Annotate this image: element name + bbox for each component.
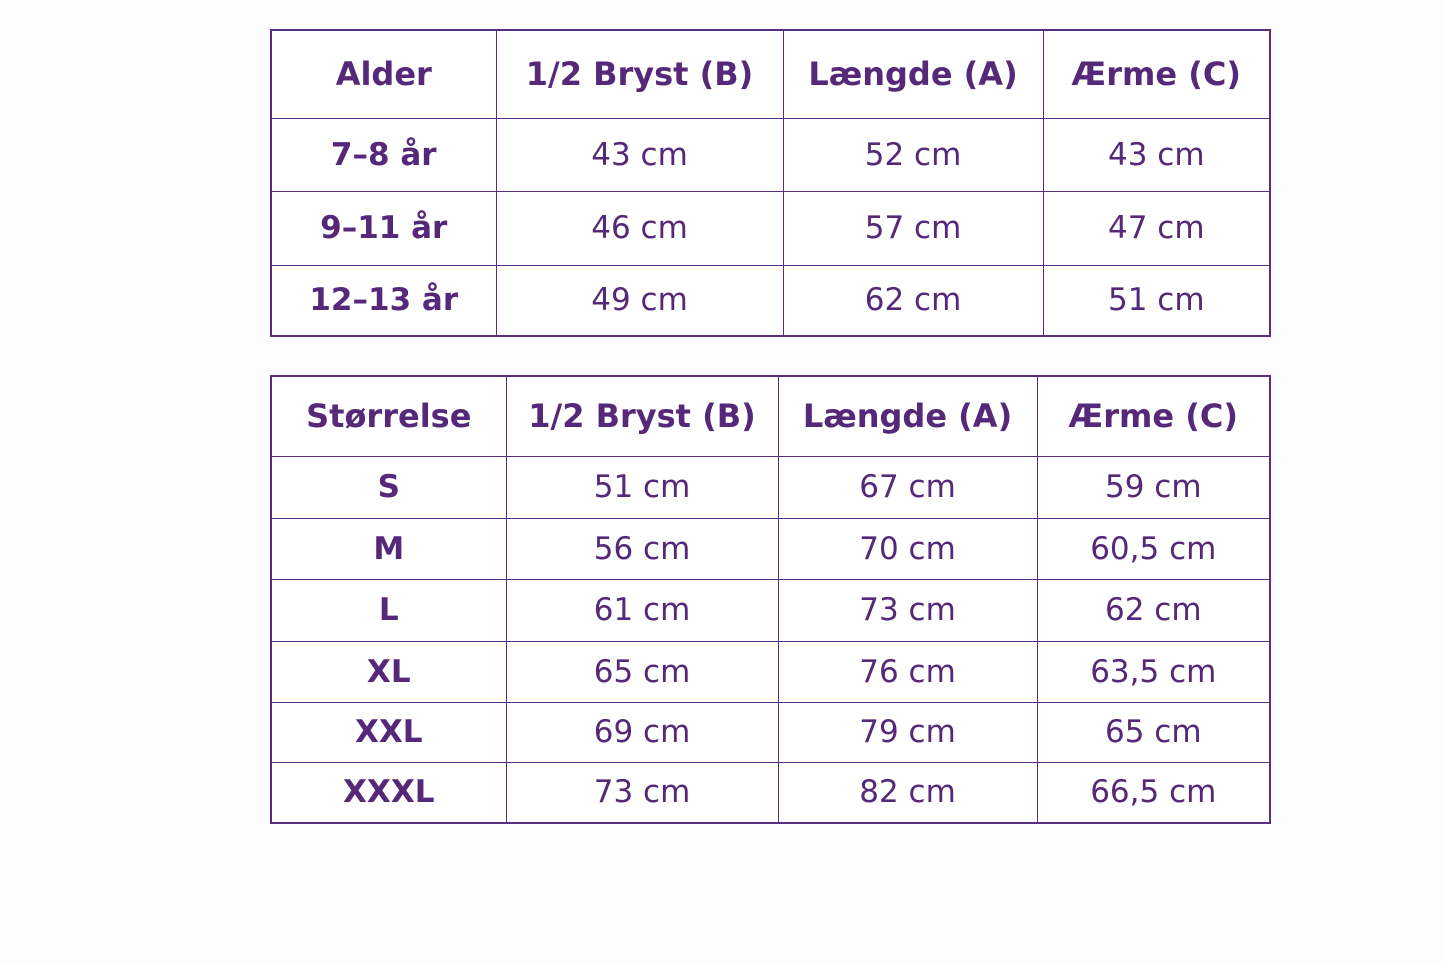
table-cell: 67 cm — [777, 455, 1038, 519]
table-cell: 43 cm — [495, 117, 784, 192]
table-cell: 66,5 cm — [1036, 761, 1271, 824]
table-cell: 59 cm — [1036, 455, 1271, 519]
column-header: Ærme (C) — [1036, 375, 1271, 457]
column-header: 1/2 Bryst (B) — [505, 375, 779, 457]
table-row: XL 65 cm 76 cm 63,5 cm — [270, 640, 1271, 703]
column-header: Ærme (C) — [1042, 29, 1271, 119]
column-header: Længde (A) — [782, 29, 1044, 119]
table-cell: 46 cm — [495, 190, 784, 266]
table-cell: 61 cm — [505, 578, 779, 642]
row-label: M — [270, 517, 507, 580]
table-row: 9–11 år 46 cm 57 cm 47 cm — [270, 190, 1271, 266]
table-cell: 51 cm — [1042, 264, 1271, 337]
table-row: M 56 cm 70 cm 60,5 cm — [270, 517, 1271, 580]
column-header: Størrelse — [270, 375, 507, 457]
header-row: Størrelse 1/2 Bryst (B) Længde (A) Ærme (C) — [270, 375, 1271, 457]
header-row: Alder 1/2 Bryst (B) Længde (A) Ærme (C) — [270, 29, 1271, 119]
row-label: 7–8 år — [270, 117, 497, 192]
table-cell: 52 cm — [782, 117, 1044, 192]
table-cell: 65 cm — [505, 640, 779, 703]
table-row: XXXL 73 cm 82 cm 66,5 cm — [270, 761, 1271, 824]
table-cell: 57 cm — [782, 190, 1044, 266]
table-row: L 61 cm 73 cm 62 cm — [270, 578, 1271, 642]
table-cell: 82 cm — [777, 761, 1038, 824]
table-cell: 73 cm — [505, 761, 779, 824]
table-cell: 51 cm — [505, 455, 779, 519]
table-cell: 76 cm — [777, 640, 1038, 703]
table-cell: 73 cm — [777, 578, 1038, 642]
age-size-table: Alder 1/2 Bryst (B) Længde (A) Ærme (C) 7–8… — [270, 29, 1271, 337]
table-cell: 62 cm — [1036, 578, 1271, 642]
table-cell: 56 cm — [505, 517, 779, 580]
table-cell: 60,5 cm — [1036, 517, 1271, 580]
table-cell: 65 cm — [1036, 701, 1271, 763]
row-label: S — [270, 455, 507, 519]
row-label: 12–13 år — [270, 264, 497, 337]
table-cell: 43 cm — [1042, 117, 1271, 192]
table-cell: 47 cm — [1042, 190, 1271, 266]
table-cell: 49 cm — [495, 264, 784, 337]
row-label: L — [270, 578, 507, 642]
table-cell: 79 cm — [777, 701, 1038, 763]
table-cell: 62 cm — [782, 264, 1044, 337]
table-row: S 51 cm 67 cm 59 cm — [270, 455, 1271, 519]
row-label: 9–11 år — [270, 190, 497, 266]
column-header: 1/2 Bryst (B) — [495, 29, 784, 119]
table-row: 12–13 år 49 cm 62 cm 51 cm — [270, 264, 1271, 337]
table-cell: 70 cm — [777, 517, 1038, 580]
row-label: XL — [270, 640, 507, 703]
table-row: XXL 69 cm 79 cm 65 cm — [270, 701, 1271, 763]
table-cell: 69 cm — [505, 701, 779, 763]
table-cell: 63,5 cm — [1036, 640, 1271, 703]
column-header: Alder — [270, 29, 497, 119]
row-label: XXL — [270, 701, 507, 763]
adult-size-table: Størrelse 1/2 Bryst (B) Længde (A) Ærme (C)… — [270, 375, 1271, 824]
table-row: 7–8 år 43 cm 52 cm 43 cm — [270, 117, 1271, 192]
column-header: Længde (A) — [777, 375, 1038, 457]
row-label: XXXL — [270, 761, 507, 824]
